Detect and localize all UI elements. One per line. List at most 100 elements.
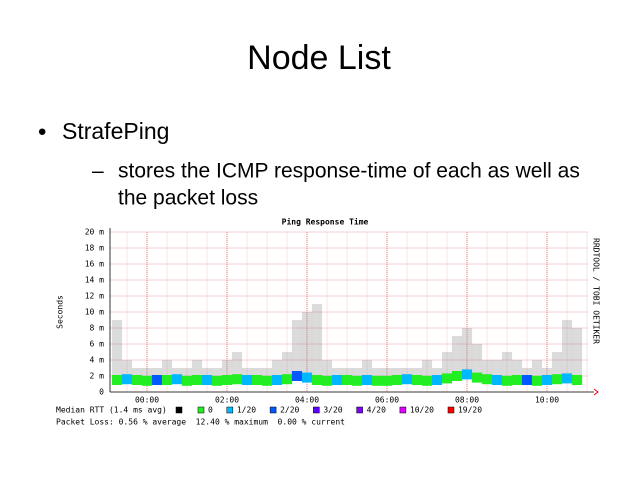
legend-swatch (269, 406, 277, 414)
y-tick-label: 8 m (90, 324, 105, 333)
median-rtt (571, 375, 583, 385)
median-rtt (221, 375, 233, 385)
smoke (181, 368, 193, 381)
smoke (441, 352, 453, 379)
median-rtt (231, 374, 243, 385)
y-axis-label: Seconds (56, 295, 65, 329)
smoke (451, 336, 463, 376)
smoke (421, 360, 433, 381)
x-tick-label: 08:00 (455, 396, 479, 405)
sub-bullet: the packet loss (118, 187, 258, 210)
legend-label: 1/20 (237, 406, 256, 415)
smoke (461, 328, 473, 375)
median-rtt (121, 374, 133, 385)
median-rtt (521, 375, 533, 385)
smoke (351, 368, 363, 381)
median-rtt (371, 375, 383, 386)
y-tick-label: 2 m (90, 372, 105, 381)
legend-label: 0 (208, 406, 213, 415)
smoke (171, 368, 183, 380)
smoke (281, 352, 293, 380)
smoke (221, 360, 233, 380)
median-rtt (431, 375, 443, 385)
x-tick-label: 00:00 (135, 396, 159, 405)
legend-swatch (447, 406, 455, 414)
smoke (401, 368, 413, 380)
smoke (301, 312, 313, 378)
dash: – (92, 160, 104, 183)
smoke (391, 368, 403, 380)
smoke (381, 368, 393, 381)
smoke (561, 320, 573, 379)
median-rtt (491, 375, 503, 385)
median-rtt (171, 374, 183, 385)
y-tick-label: 20 m (85, 228, 104, 237)
median-rtt (261, 375, 273, 386)
axis-arrow (593, 388, 599, 396)
chart-title: Ping Response Time (282, 217, 369, 227)
smoke (551, 352, 563, 380)
y-tick-label: 6 m (90, 340, 105, 349)
median-rtt (381, 375, 393, 386)
sub-bullet: stores the ICMP response-time of each as… (118, 160, 580, 183)
y-tick-label: 12 m (85, 292, 104, 301)
median-rtt (191, 375, 203, 385)
smoke (361, 360, 373, 380)
legend-label: 4/20 (367, 406, 386, 415)
smoke (201, 368, 213, 380)
smoke (371, 368, 383, 381)
median-rtt (111, 375, 123, 385)
smoke (121, 360, 133, 380)
legend-label: Median RTT (1.4 ms avg) (56, 406, 167, 415)
y-tick-label: 0 (99, 388, 104, 397)
smoke (291, 320, 303, 376)
smoke (141, 368, 153, 381)
legend-label: 3/20 (323, 406, 342, 415)
legend-swatch (356, 406, 363, 414)
smoke (511, 360, 523, 380)
smoke (571, 328, 583, 380)
y-tick-label: 10 m (85, 308, 104, 317)
smoke (161, 360, 173, 380)
median-rtt (131, 375, 143, 385)
median-rtt (481, 374, 493, 385)
smoke (471, 344, 483, 378)
median-rtt (331, 375, 343, 385)
bullet-dot: • (38, 118, 46, 145)
median-rtt (251, 375, 263, 385)
median-rtt (451, 371, 463, 381)
smoke (331, 368, 343, 380)
median-rtt (551, 374, 563, 385)
y-tick-label: 16 m (85, 260, 104, 269)
chart-bg (50, 210, 602, 432)
smoke (431, 368, 443, 380)
smoke (491, 360, 503, 380)
median-rtt (411, 375, 423, 385)
smoke (191, 360, 203, 380)
median-rtt (461, 369, 473, 380)
median-rtt (291, 371, 303, 381)
median-rtt (211, 375, 223, 386)
median-rtt (421, 375, 433, 386)
median-rtt (501, 375, 513, 386)
legend-swatch (399, 406, 407, 414)
packet-loss: Packet Loss: 0.56 % average 12.40 % maxi… (56, 418, 345, 427)
median-rtt (181, 375, 193, 386)
legend-swatch (226, 406, 234, 414)
median-rtt (441, 373, 453, 384)
slide-title: Node List (247, 39, 391, 77)
median-rtt (151, 375, 163, 385)
x-tick-label: 10:00 (535, 396, 559, 405)
median-rtt (561, 373, 573, 384)
smoke (481, 360, 493, 380)
legend-swatch (175, 406, 183, 414)
median-rtt (201, 375, 213, 385)
median-rtt (311, 375, 323, 385)
median-rtt (361, 375, 373, 385)
smoke (151, 368, 163, 380)
chart: Ping Response Time RRDTOOL / TOBI OETIKER… (56, 217, 601, 427)
smoke (411, 368, 423, 380)
median-rtt (281, 374, 293, 385)
